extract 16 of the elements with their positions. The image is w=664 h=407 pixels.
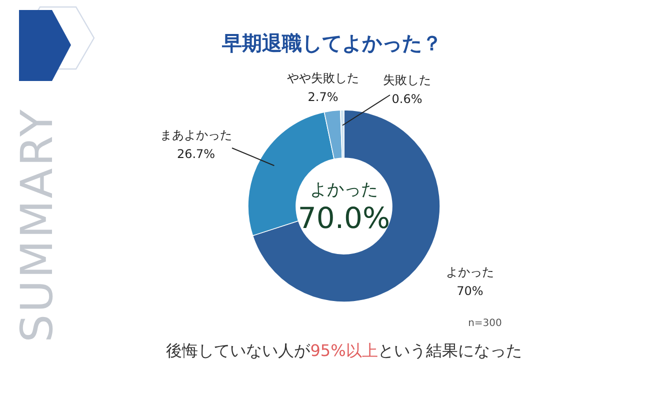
slice-label: 失敗した [383,73,431,87]
slice-label: まあよかった [160,128,232,142]
text: 70.0% [298,201,390,235]
text: という結果になった [378,341,522,360]
data-label: 26.7% [176,147,216,161]
slice-label: よかった [446,265,494,279]
data-label: 2.7% [308,90,338,104]
text: n=300 [468,318,502,329]
slice-label: やや失敗した [287,71,359,85]
text: よかった [310,180,378,200]
text: 後悔していない人が [166,341,312,360]
data-label: 0.6% [392,92,422,106]
chart-title: 早期退職してよかった？ [221,31,442,55]
text: 95%以上 [310,341,378,360]
text: SUMMARY [12,108,63,342]
data-label: 70% [456,284,484,298]
